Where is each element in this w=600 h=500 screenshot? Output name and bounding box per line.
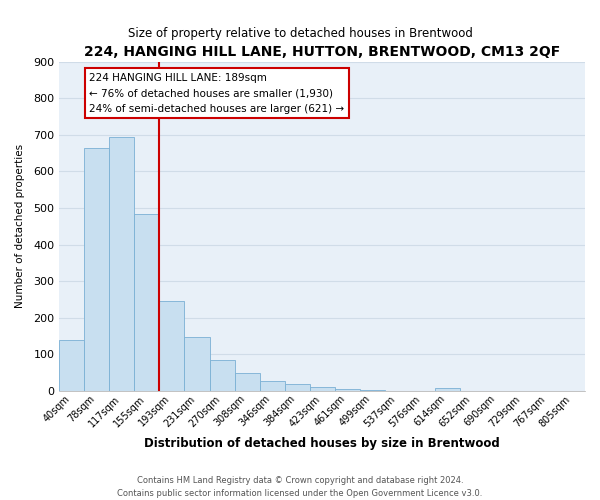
Bar [209, 360, 235, 391]
Title: 224, HANGING HILL LANE, HUTTON, BRENTWOOD, CM13 2QF: 224, HANGING HILL LANE, HUTTON, BRENTWOO… [84, 45, 560, 59]
X-axis label: Distribution of detached houses by size in Brentwood: Distribution of detached houses by size … [144, 437, 500, 450]
Bar [160, 300, 184, 391]
Bar [284, 384, 310, 391]
Text: Contains HM Land Registry data © Crown copyright and database right 2024.
Contai: Contains HM Land Registry data © Crown c… [118, 476, 482, 498]
Bar [235, 372, 260, 391]
Bar [109, 138, 134, 391]
Bar [59, 340, 85, 391]
Bar [85, 148, 109, 391]
Bar [310, 388, 335, 391]
Text: 224 HANGING HILL LANE: 189sqm
← 76% of detached houses are smaller (1,930)
24% o: 224 HANGING HILL LANE: 189sqm ← 76% of d… [89, 72, 344, 114]
Text: Size of property relative to detached houses in Brentwood: Size of property relative to detached ho… [128, 28, 472, 40]
Bar [134, 214, 160, 391]
Bar [335, 389, 360, 391]
Bar [360, 390, 385, 391]
Bar [260, 380, 284, 391]
Y-axis label: Number of detached properties: Number of detached properties [15, 144, 25, 308]
Bar [184, 337, 209, 391]
Bar [435, 388, 460, 391]
